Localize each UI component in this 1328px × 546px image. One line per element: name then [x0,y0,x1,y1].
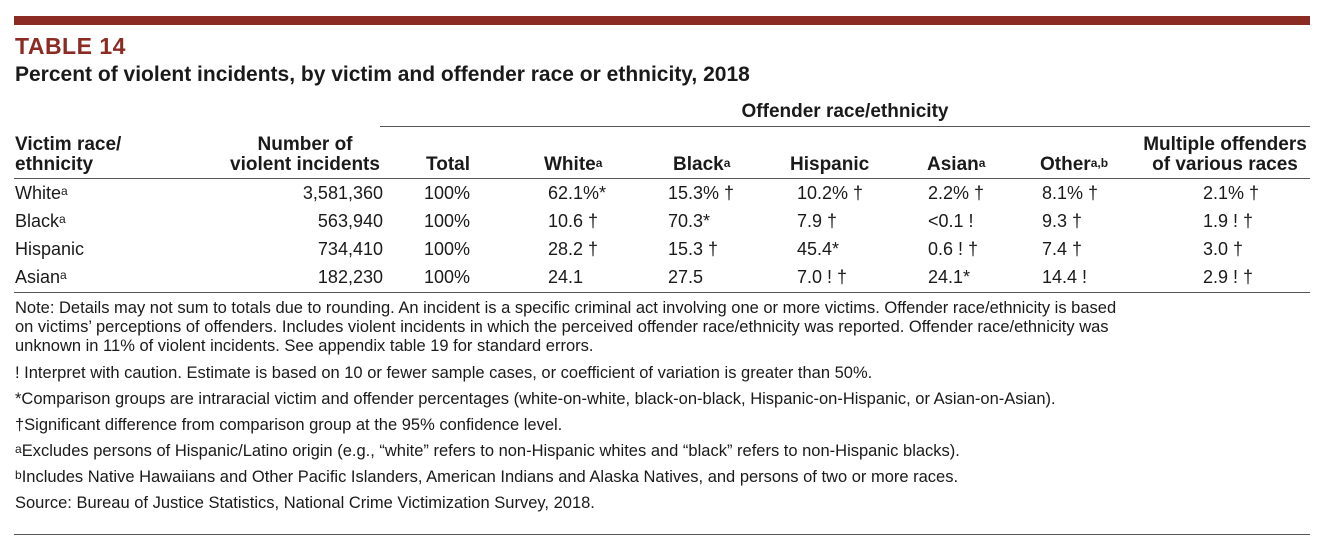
black-cell: 15.3% † [668,183,735,203]
victim-cell: Whitea [15,183,68,203]
total-cell: 100% [423,211,470,231]
header-rule [14,178,1310,179]
total-cell: 100% [423,183,470,203]
hispanic-cell: 7.9 † [797,211,838,231]
col-header-total: Total [426,154,470,175]
multiple-cell: 1.9 ! † [1203,211,1254,231]
number-cell: 563,940 [317,211,383,231]
white-cell: 24.1 [548,267,584,287]
col-header-white: Whitea [544,154,603,175]
other-cell: 8.1% † [1042,183,1099,203]
note-line: Note: Details may not sum to totals due … [15,299,1117,317]
number-cell: 3,581,360 [302,183,383,203]
other-cell: 14.4 ! [1042,267,1088,287]
col-header-number: Number of violent incidents [230,134,380,175]
white-cell: 62.1%* [548,183,607,203]
hispanic-cell: 7.0 ! † [797,267,848,287]
asian-cell: 24.1* [928,267,971,287]
col-header-other: Othera,b [1040,154,1109,175]
col-header-asian: Asiana [927,154,986,175]
other-cell: 7.4 † [1042,239,1083,259]
total-cell: 100% [423,267,470,287]
victim-cell: Hispanic [15,239,85,259]
footnote-a: aExcludes persons of Hispanic/Latino ori… [15,442,960,460]
asian-cell: 2.2% † [928,183,985,203]
col-header-victim: Victim race/ ethnicity [15,134,122,175]
table-label: TABLE 14 [15,33,126,59]
offender-group-rule [380,126,1310,127]
number-cell: 182,230 [317,267,383,287]
multiple-cell: 2.1% † [1203,183,1260,203]
bottom-rule [14,534,1310,535]
col-header-hispanic: Hispanic [790,154,870,175]
black-cell: 27.5 [668,267,704,287]
total-cell: 100% [423,239,470,259]
victim-cell: Asiana [15,267,67,287]
footnote-b: bIncludes Native Hawaiians and Other Pac… [15,468,959,486]
other-cell: 9.3 † [1042,211,1083,231]
white-cell: 10.6 † [548,211,599,231]
white-cell: 28.2 † [548,239,599,259]
significance-note: †Significant difference from comparison … [15,416,563,434]
col-header-multiple: Multiple offenders of various races [1143,134,1307,175]
asian-cell: <0.1 ! [928,211,974,231]
table-title: Percent of violent incidents, by victim … [15,63,750,86]
multiple-cell: 2.9 ! † [1203,267,1254,287]
multiple-cell: 3.0 † [1203,239,1244,259]
offender-group-header: Offender race/ethnicity [741,101,949,122]
hispanic-cell: 10.2% † [797,183,864,203]
black-cell: 70.3* [668,211,711,231]
hispanic-cell: 45.4* [797,239,840,259]
data-rule [14,292,1310,293]
title-accent-bar [14,16,1310,25]
asian-cell: 0.6 ! † [928,239,979,259]
caution-note: ! Interpret with caution. Estimate is ba… [15,364,873,382]
col-header-black: Blacka [673,154,731,175]
black-cell: 15.3 † [668,239,719,259]
comparison-note: *Comparison groups are intraracial victi… [15,390,1056,408]
number-cell: 734,410 [317,239,383,259]
note-line: unknown in 11% of violent incidents. See… [15,337,594,355]
victim-cell: Blacka [15,211,66,231]
source-note: Source: Bureau of Justice Statistics, Na… [15,494,595,512]
note-line: on victims’ perceptions of offenders. In… [15,318,1109,336]
